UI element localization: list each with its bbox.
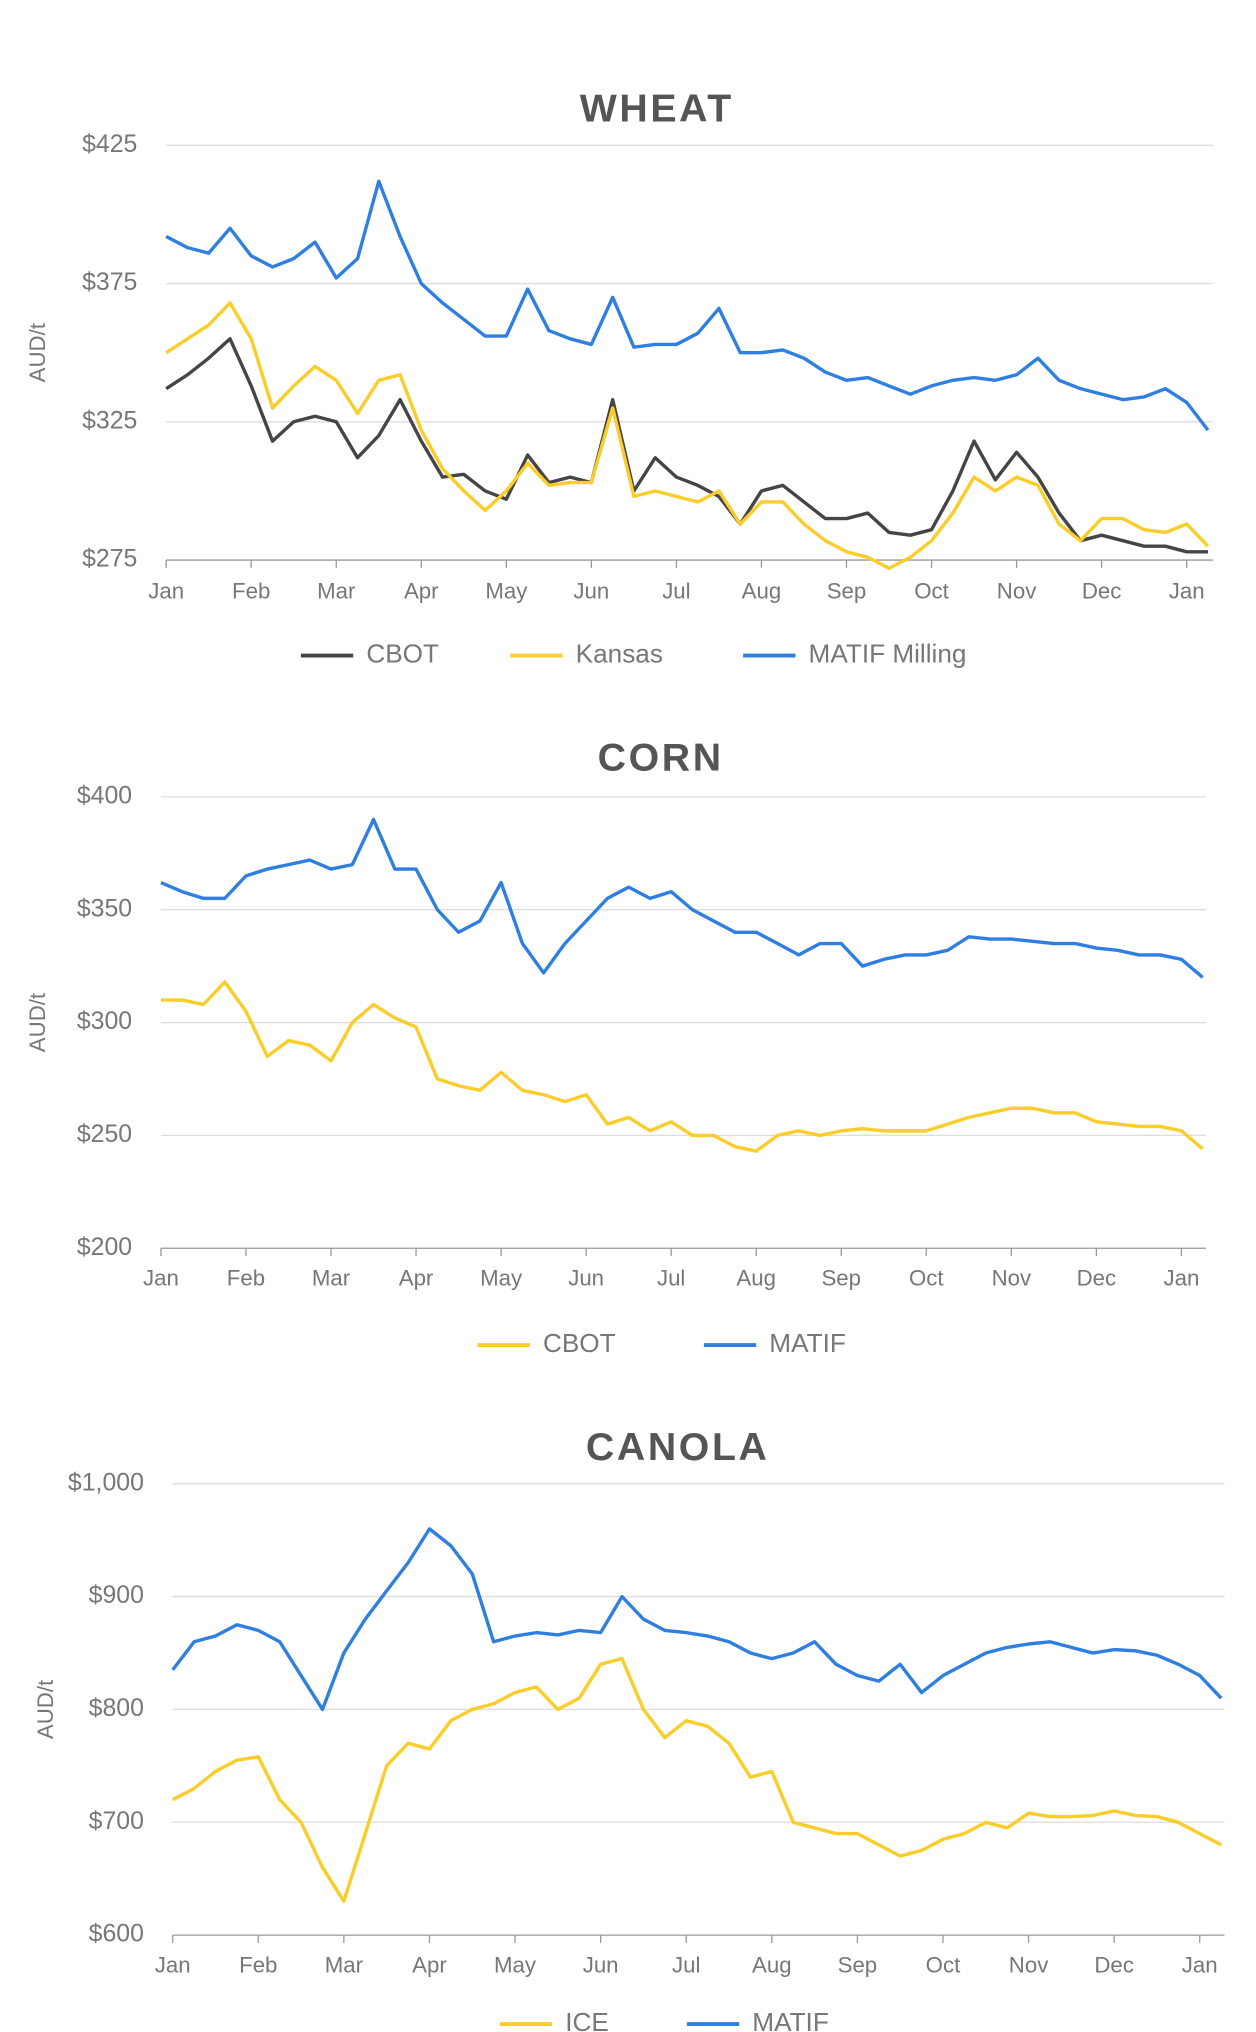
x-tick-label: Mar: [312, 1266, 351, 1291]
y-tick-label: $300: [77, 1008, 132, 1035]
x-tick-label: Jun: [573, 579, 609, 604]
legend-label: ICE: [565, 2007, 609, 2032]
x-tick-label: Sep: [821, 1266, 861, 1291]
legend-label: MATIF Milling: [809, 638, 967, 668]
series-line: [165, 301, 1210, 570]
x-tick-label: May: [485, 579, 528, 604]
x-tick-label: Nov: [997, 579, 1037, 604]
legend-label: MATIF: [752, 2007, 829, 2032]
x-tick-label: Dec: [1094, 1952, 1134, 1977]
y-tick-label: $200: [77, 1234, 132, 1261]
series-line: [160, 817, 1204, 979]
chart-title: CANOLA: [586, 1425, 770, 1469]
y-tick-label: $275: [82, 546, 137, 573]
series-line: [165, 179, 1210, 432]
y-axis-label: AUD/t: [25, 322, 50, 382]
x-tick-label: Aug: [742, 579, 782, 604]
chart-title: WHEAT: [580, 87, 734, 131]
x-tick-label: Mar: [325, 1952, 364, 1977]
y-tick-label: $700: [89, 1808, 144, 1835]
legend-label: Kansas: [576, 638, 663, 668]
x-tick-label: Jun: [583, 1952, 619, 1977]
x-tick-label: Mar: [317, 579, 356, 604]
x-tick-label: Jan: [155, 1952, 191, 1977]
x-tick-label: Jan: [1182, 1952, 1218, 1977]
x-tick-label: Feb: [232, 579, 270, 604]
y-tick-label: $400: [77, 782, 132, 809]
x-tick-label: Jul: [662, 579, 690, 604]
x-tick-label: Oct: [909, 1266, 944, 1291]
x-tick-label: Dec: [1077, 1266, 1117, 1291]
y-tick-label: $350: [77, 895, 132, 922]
legend-label: CBOT: [543, 1328, 616, 1358]
x-tick-label: Jul: [672, 1952, 700, 1977]
y-tick-label: $325: [82, 407, 137, 434]
y-axis-label: AUD/t: [25, 992, 50, 1052]
series-line: [160, 980, 1204, 1153]
x-tick-label: Jun: [568, 1266, 604, 1291]
x-tick-label: Oct: [914, 579, 949, 604]
x-tick-label: Apr: [404, 579, 439, 604]
x-tick-label: Jan: [148, 579, 184, 604]
y-tick-label: $1,000: [68, 1469, 144, 1496]
y-axis-label: AUD/t: [33, 1679, 58, 1739]
x-tick-label: Jan: [1169, 579, 1205, 604]
x-tick-label: Aug: [736, 1266, 776, 1291]
y-tick-label: $425: [82, 131, 137, 158]
x-tick-label: May: [480, 1266, 523, 1291]
x-tick-label: Feb: [239, 1952, 277, 1977]
y-tick-label: $600: [89, 1921, 144, 1948]
x-tick-label: Dec: [1082, 579, 1122, 604]
x-tick-label: Feb: [227, 1266, 265, 1291]
legend-label: CBOT: [366, 638, 439, 668]
series-line: [171, 1656, 1222, 1903]
x-tick-label: Sep: [838, 1952, 878, 1977]
series-line: [171, 1527, 1223, 1712]
x-tick-label: Sep: [827, 579, 867, 604]
x-tick-label: Nov: [1009, 1952, 1049, 1977]
x-tick-label: Jul: [657, 1266, 685, 1291]
x-tick-label: Aug: [752, 1952, 792, 1977]
x-tick-label: Jan: [1163, 1266, 1199, 1291]
y-tick-label: $900: [89, 1582, 144, 1609]
y-tick-label: $250: [77, 1121, 132, 1148]
x-tick-label: Oct: [926, 1952, 961, 1977]
y-tick-label: $800: [89, 1695, 144, 1722]
y-tick-label: $375: [82, 269, 137, 296]
x-tick-label: Jan: [143, 1266, 179, 1291]
x-tick-label: Apr: [399, 1266, 434, 1291]
x-tick-label: May: [494, 1952, 537, 1977]
x-tick-label: Apr: [412, 1952, 447, 1977]
legend-label: MATIF: [769, 1328, 846, 1358]
x-tick-label: Nov: [992, 1266, 1032, 1291]
series-line: [165, 337, 1208, 554]
chart-title: CORN: [598, 736, 724, 780]
